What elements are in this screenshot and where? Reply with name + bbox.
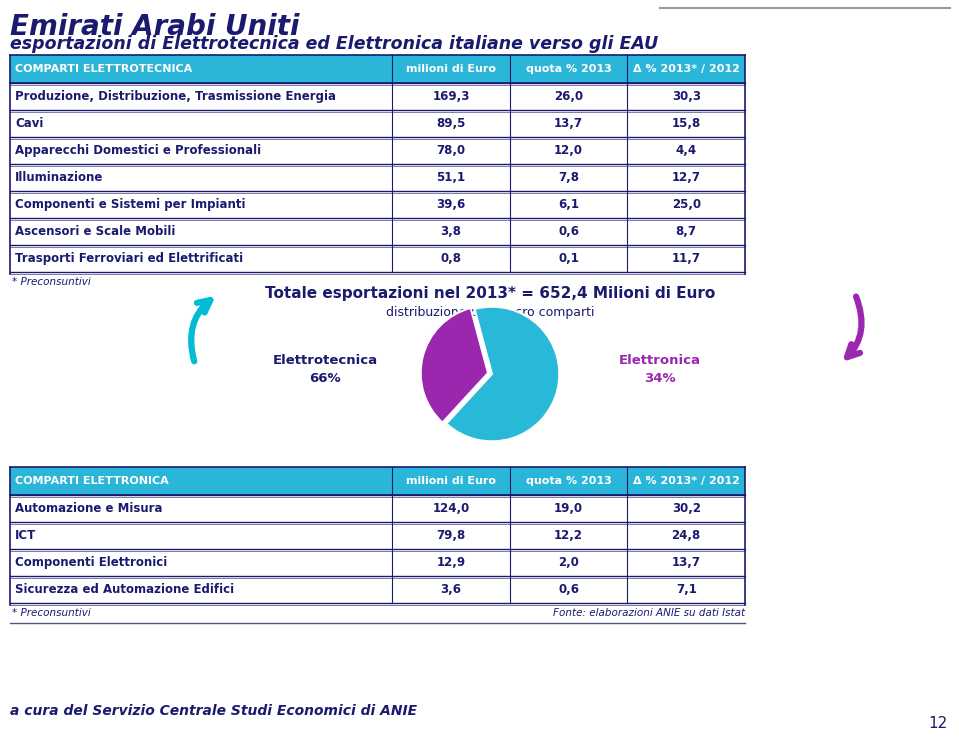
Text: 78,0: 78,0 (436, 144, 465, 157)
Text: quota % 2013: quota % 2013 (526, 64, 612, 74)
Text: Produzione, Distribuzione, Trasmissione Energia: Produzione, Distribuzione, Trasmissione … (15, 90, 336, 103)
Text: quota % 2013: quota % 2013 (526, 476, 612, 486)
Text: 24,8: 24,8 (671, 529, 701, 542)
Text: 15,8: 15,8 (671, 117, 701, 130)
Text: ICT: ICT (15, 529, 36, 542)
Text: milioni di Euro: milioni di Euro (406, 476, 496, 486)
Text: 124,0: 124,0 (433, 502, 470, 515)
Text: 0,6: 0,6 (558, 225, 579, 238)
Text: 8,7: 8,7 (676, 225, 696, 238)
Text: Cavi: Cavi (15, 117, 43, 130)
Text: 7,8: 7,8 (558, 171, 579, 184)
Text: 39,6: 39,6 (436, 198, 466, 211)
Text: Fonte: elaborazioni ANIE su dati Istat: Fonte: elaborazioni ANIE su dati Istat (553, 608, 745, 618)
Wedge shape (446, 307, 559, 442)
Text: 3,8: 3,8 (440, 225, 461, 238)
Text: 12: 12 (928, 716, 948, 731)
Text: 0,6: 0,6 (558, 583, 579, 596)
Text: Ascensori e Scale Mobili: Ascensori e Scale Mobili (15, 225, 175, 238)
Text: 7,1: 7,1 (676, 583, 696, 596)
Text: 12,9: 12,9 (436, 556, 465, 569)
Text: 51,1: 51,1 (436, 171, 465, 184)
Text: a cura del Servizio Centrale Studi Economici di ANIE: a cura del Servizio Centrale Studi Econo… (10, 704, 417, 718)
Wedge shape (421, 308, 488, 422)
Text: 11,7: 11,7 (671, 252, 701, 265)
Text: Automazione e Misura: Automazione e Misura (15, 502, 162, 515)
Text: Trasporti Ferroviari ed Elettrificati: Trasporti Ferroviari ed Elettrificati (15, 252, 244, 265)
Text: 89,5: 89,5 (436, 117, 466, 130)
Text: esportazioni di Elettrotecnica ed Elettronica italiane verso gli EAU: esportazioni di Elettrotecnica ed Elettr… (10, 35, 658, 53)
Text: Componenti Elettronici: Componenti Elettronici (15, 556, 167, 569)
Text: COMPARTI ELETTRONICA: COMPARTI ELETTRONICA (15, 476, 169, 486)
Text: 30,3: 30,3 (671, 90, 701, 103)
Text: Apparecchi Domestici e Professionali: Apparecchi Domestici e Professionali (15, 144, 261, 157)
Text: Elettrotecnica: Elettrotecnica (272, 354, 378, 368)
Text: 169,3: 169,3 (433, 90, 470, 103)
Text: COMPARTI ELETTROTECNICA: COMPARTI ELETTROTECNICA (15, 64, 192, 74)
Text: 79,8: 79,8 (436, 529, 466, 542)
Text: 6,1: 6,1 (558, 198, 579, 211)
Text: Δ % 2013* / 2012: Δ % 2013* / 2012 (633, 476, 739, 486)
Bar (10, 467, 745, 495)
Text: 13,7: 13,7 (554, 117, 583, 130)
Text: 25,0: 25,0 (671, 198, 701, 211)
Bar (10, 55, 745, 83)
Text: Sicurezza ed Automazione Edifici: Sicurezza ed Automazione Edifici (15, 583, 234, 596)
Text: Illuminazione: Illuminazione (15, 171, 104, 184)
Text: 66%: 66% (309, 373, 340, 385)
Text: * Preconsuntivi: * Preconsuntivi (12, 608, 91, 618)
Text: 4,4: 4,4 (676, 144, 697, 157)
Text: 12,7: 12,7 (671, 171, 701, 184)
Text: 26,0: 26,0 (554, 90, 583, 103)
Text: distribuzione per macro comparti: distribuzione per macro comparti (386, 306, 595, 319)
Text: 13,7: 13,7 (671, 556, 701, 569)
Text: milioni di Euro: milioni di Euro (406, 64, 496, 74)
Text: 2,0: 2,0 (558, 556, 579, 569)
Text: 12,2: 12,2 (554, 529, 583, 542)
Text: Elettronica: Elettronica (619, 354, 701, 368)
Text: * Preconsuntivi: * Preconsuntivi (12, 277, 91, 287)
Text: 3,6: 3,6 (440, 583, 461, 596)
Text: 0,1: 0,1 (558, 252, 579, 265)
Text: 34%: 34% (644, 373, 676, 385)
Text: 30,2: 30,2 (671, 502, 701, 515)
Text: Emirati Arabi Uniti: Emirati Arabi Uniti (10, 13, 299, 41)
Text: 12,0: 12,0 (554, 144, 583, 157)
Text: 0,8: 0,8 (440, 252, 461, 265)
Text: Componenti e Sistemi per Impianti: Componenti e Sistemi per Impianti (15, 198, 246, 211)
Text: Totale esportazioni nel 2013* = 652,4 Milioni di Euro: Totale esportazioni nel 2013* = 652,4 Mi… (265, 286, 715, 301)
Text: Δ % 2013* / 2012: Δ % 2013* / 2012 (633, 64, 739, 74)
Text: 19,0: 19,0 (554, 502, 583, 515)
